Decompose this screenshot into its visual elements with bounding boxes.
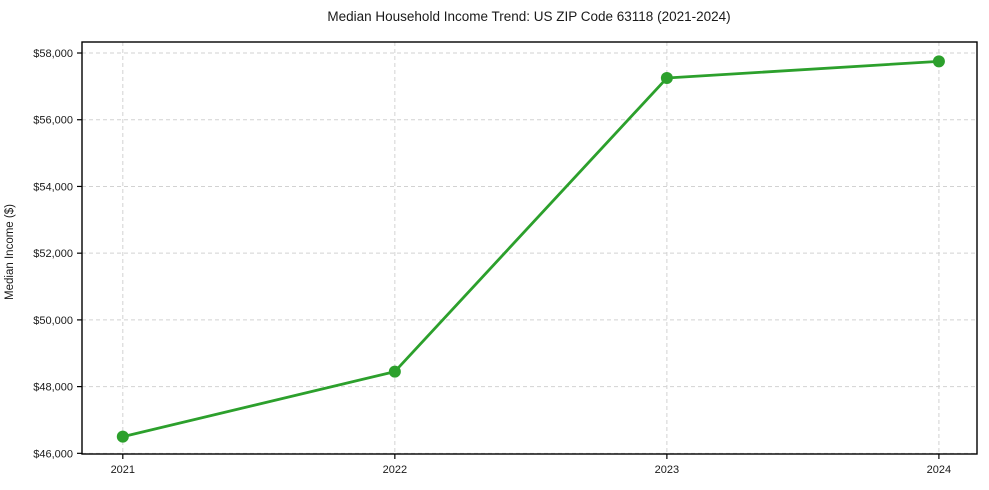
data-point-marker xyxy=(388,365,401,378)
plot-border xyxy=(81,41,978,455)
data-point-marker xyxy=(660,72,673,85)
x-tick-label: 2021 xyxy=(111,464,135,476)
chart-title: Median Household Income Trend: US ZIP Co… xyxy=(327,9,730,24)
y-tick-label: $58,000 xyxy=(33,48,73,60)
y-tick-label: $46,000 xyxy=(33,448,73,460)
y-tick-label: $52,000 xyxy=(33,248,73,260)
y-tick-label: $50,000 xyxy=(33,315,73,327)
data-point-marker xyxy=(932,55,945,68)
y-tick-label: $48,000 xyxy=(33,382,73,394)
y-tick-label: $54,000 xyxy=(33,181,73,193)
trend-line xyxy=(121,59,941,439)
x-tick-label: 2023 xyxy=(655,464,679,476)
x-tick-label: 2022 xyxy=(383,464,407,476)
chart-layer: $46,000 $48,000 $50,000 $52,000 $54,000 $56,0… xyxy=(33,41,978,476)
y-tick-label: $56,000 xyxy=(33,115,73,127)
data-point-marker xyxy=(116,430,129,443)
x-tick-label: 2024 xyxy=(927,464,951,476)
y-axis-title: Median Income ($) xyxy=(4,204,16,300)
